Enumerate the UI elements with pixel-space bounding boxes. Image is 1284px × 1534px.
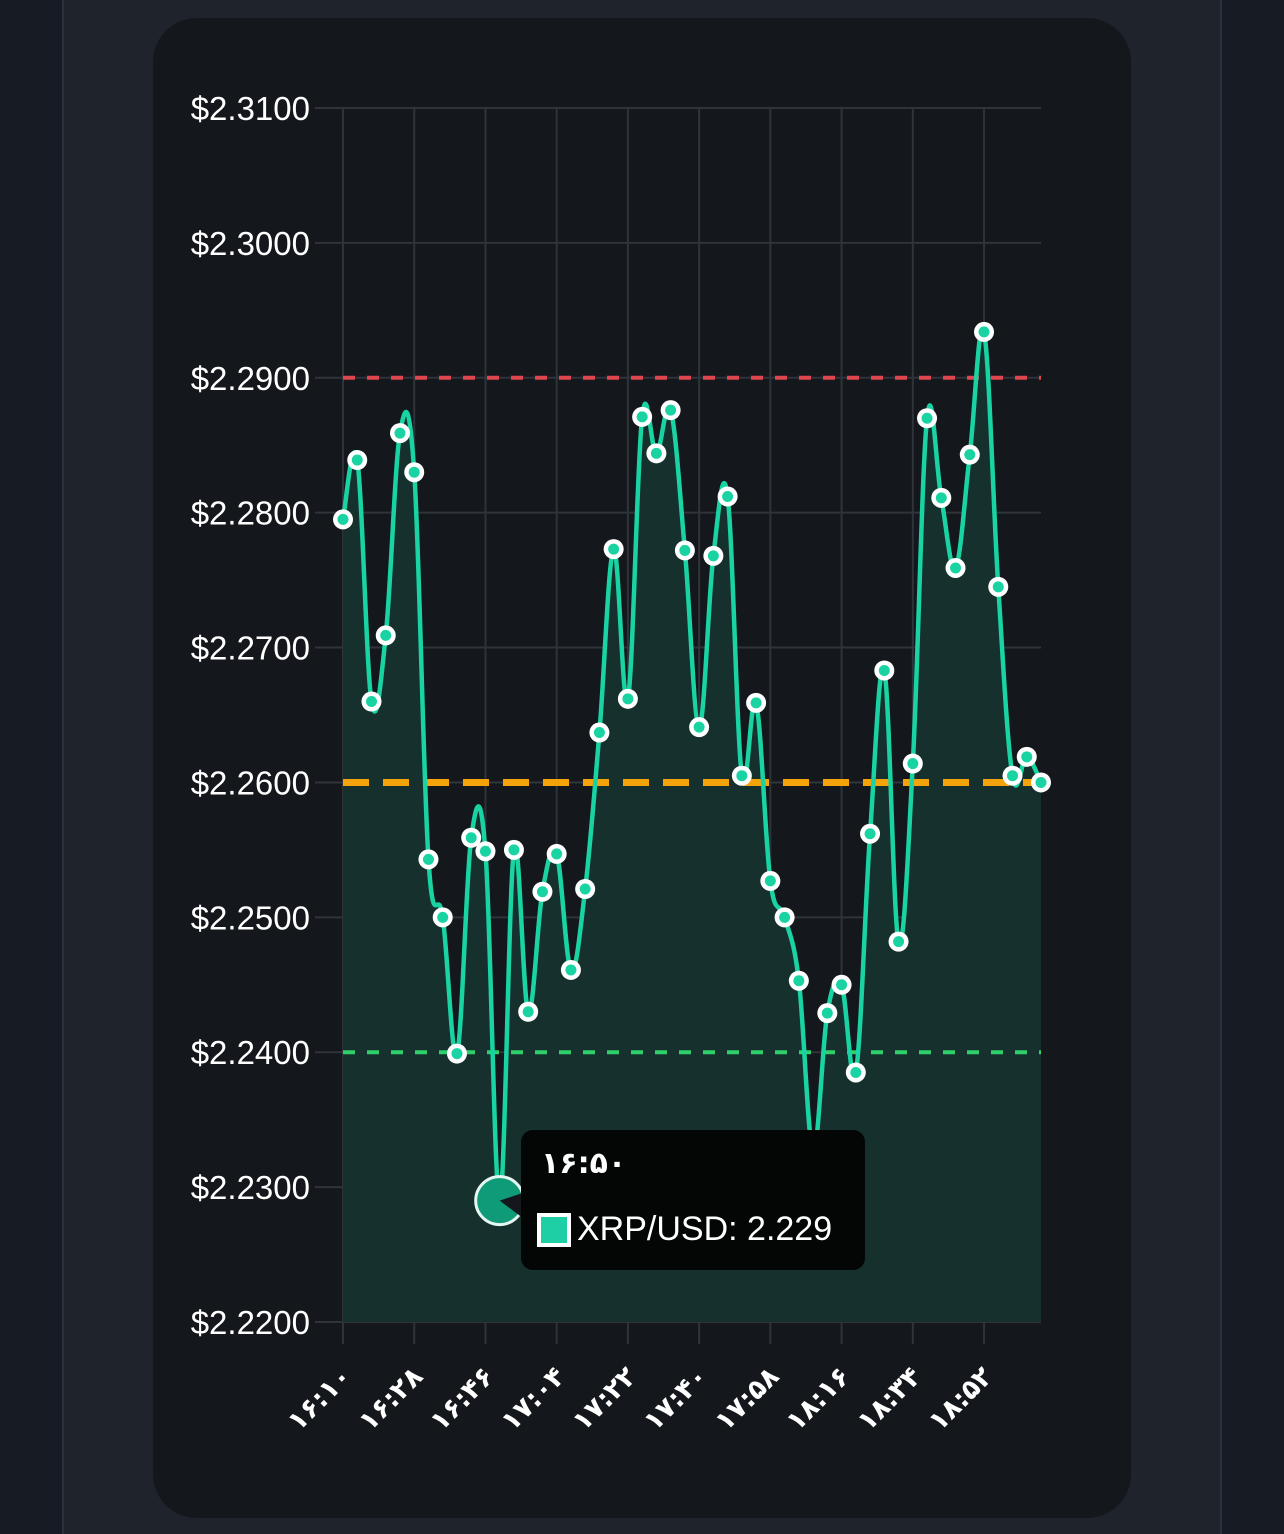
data-point bbox=[836, 979, 848, 991]
data-point bbox=[437, 911, 449, 923]
data-point bbox=[964, 449, 976, 461]
data-point bbox=[779, 911, 791, 923]
data-point bbox=[992, 581, 1004, 593]
tooltip: ۱۶:۵۰ XRP/USD: 2.229 bbox=[521, 1130, 865, 1270]
data-point bbox=[764, 875, 776, 887]
y-tick-label: $2.3100 bbox=[191, 90, 310, 127]
data-point bbox=[636, 411, 648, 423]
x-tick-label: ۱۸:۱۶ bbox=[780, 1361, 856, 1437]
y-tick-label: $2.2400 bbox=[191, 1034, 310, 1071]
data-point bbox=[950, 562, 962, 574]
data-point bbox=[907, 758, 919, 770]
data-point bbox=[508, 844, 520, 856]
data-point bbox=[622, 693, 634, 705]
data-point bbox=[750, 697, 762, 709]
data-point bbox=[365, 696, 377, 708]
x-tick-label: ۱۷:۴۰ bbox=[638, 1361, 714, 1437]
data-point bbox=[536, 886, 548, 898]
data-point bbox=[878, 664, 890, 676]
data-point bbox=[422, 853, 434, 865]
data-point bbox=[479, 845, 491, 857]
data-point bbox=[565, 964, 577, 976]
data-point bbox=[665, 404, 677, 416]
data-point bbox=[551, 848, 563, 860]
data-point bbox=[1035, 776, 1047, 788]
data-point bbox=[679, 544, 691, 556]
data-point bbox=[736, 770, 748, 782]
data-point bbox=[593, 727, 605, 739]
tooltip-value: XRP/USD: 2.229 bbox=[577, 1210, 833, 1248]
data-point bbox=[337, 513, 349, 525]
x-tick-label: ۱۶:۱۰ bbox=[282, 1361, 358, 1437]
x-tick-label: ۱۷:۲۲ bbox=[567, 1361, 644, 1438]
data-point bbox=[722, 490, 734, 502]
data-point bbox=[693, 721, 705, 733]
legend-swatch bbox=[537, 1212, 571, 1247]
data-point bbox=[351, 454, 363, 466]
area-fill bbox=[343, 328, 1041, 1322]
data-point bbox=[451, 1048, 463, 1060]
data-point bbox=[978, 326, 990, 338]
data-point bbox=[579, 883, 591, 895]
data-point bbox=[864, 828, 876, 840]
data-point bbox=[650, 447, 662, 459]
data-point bbox=[522, 1006, 534, 1018]
reference-lines bbox=[343, 375, 1041, 1055]
y-tick-label: $2.2500 bbox=[191, 899, 310, 936]
data-point bbox=[893, 936, 905, 948]
y-tick-label: $2.2700 bbox=[191, 630, 310, 667]
data-point bbox=[707, 550, 719, 562]
active-point bbox=[474, 1175, 526, 1227]
x-tick-label: ۱۷:۰۴ bbox=[495, 1361, 571, 1437]
x-tick-label: ۱۸:۵۲ bbox=[923, 1361, 1000, 1438]
data-point bbox=[921, 412, 933, 424]
y-tick-label: $2.2800 bbox=[191, 495, 310, 532]
data-point bbox=[935, 492, 947, 504]
data-point bbox=[408, 466, 420, 478]
y-tick-label: $2.2600 bbox=[191, 764, 310, 801]
y-tick-label: $2.2200 bbox=[191, 1304, 310, 1341]
data-point bbox=[1021, 751, 1033, 763]
y-tick-label: $2.2300 bbox=[191, 1169, 310, 1206]
active-point-notch bbox=[499, 1192, 524, 1219]
area-path bbox=[343, 328, 1041, 1322]
data-point bbox=[821, 1007, 833, 1019]
data-point bbox=[465, 832, 477, 844]
data-point bbox=[608, 543, 620, 555]
data-point bbox=[793, 975, 805, 987]
x-tick-label: ۱۶:۲۸ bbox=[353, 1361, 430, 1438]
data-point bbox=[1007, 770, 1019, 782]
x-axis-labels: ۱۶:۱۰۱۶:۲۸۱۶:۴۶۱۷:۰۴۱۷:۲۲۱۷:۴۰۱۷:۵۸۱۸:۱۶… bbox=[282, 1361, 1000, 1438]
data-point bbox=[394, 427, 406, 439]
data-point bbox=[380, 629, 392, 641]
x-tick-label: ۱۷:۵۸ bbox=[709, 1361, 786, 1438]
data-point bbox=[850, 1066, 862, 1078]
y-tick-label: $2.2900 bbox=[191, 360, 310, 397]
x-tick-label: ۱۶:۴۶ bbox=[424, 1361, 500, 1437]
tooltip-row: XRP/USD: 2.229 bbox=[537, 1210, 832, 1249]
x-tick-label: ۱۸:۳۴ bbox=[852, 1361, 928, 1437]
y-tick-label: $2.3000 bbox=[191, 225, 310, 262]
tooltip-title: ۱۶:۵۰ bbox=[541, 1146, 627, 1181]
y-axis-labels: $2.3100 $2.3000 $2.2900 $2.2800 $2.2700 $2.26… bbox=[191, 90, 310, 1341]
